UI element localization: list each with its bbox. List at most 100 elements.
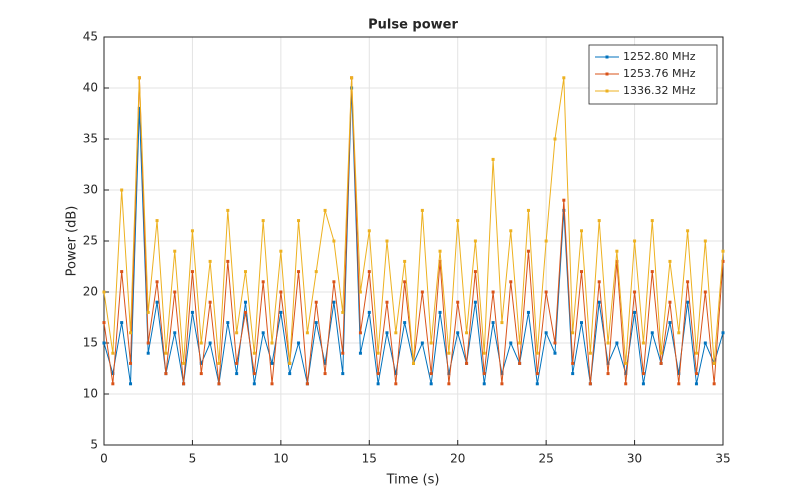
point-marker [606,361,610,365]
point-marker [270,341,274,345]
point-marker [677,331,681,335]
point-marker [305,331,309,335]
point-marker [641,372,645,376]
point-marker [420,341,424,345]
point-marker [297,219,301,223]
point-marker [261,280,265,284]
point-marker [694,382,698,386]
point-marker [332,280,336,284]
point-marker [580,229,584,233]
point-marker [686,229,690,233]
point-marker [571,361,575,365]
point-marker [597,219,601,223]
point-marker [164,351,168,355]
point-marker [199,361,203,365]
x-tick-label: 25 [539,452,554,466]
point-marker [111,351,115,355]
point-marker [694,351,698,355]
point-marker [526,310,530,314]
point-marker [129,361,133,365]
y-tick-label: 35 [83,132,98,146]
point-marker [288,361,292,365]
point-marker [376,351,380,355]
point-marker [668,300,672,304]
point-marker [235,372,239,376]
point-marker [429,372,433,376]
point-marker [420,208,424,212]
chart-title: Pulse power [368,18,458,33]
point-marker [385,300,389,304]
point-marker [164,372,168,376]
point-marker [633,310,637,314]
point-marker [403,259,407,263]
point-marker [129,331,133,335]
point-marker [482,351,486,355]
point-marker [668,259,672,263]
point-marker [243,300,247,304]
point-marker [571,331,575,335]
point-marker [305,382,309,386]
y-tick-label: 20 [83,285,98,299]
point-marker [102,290,106,294]
point-marker [341,372,345,376]
point-marker [491,290,495,294]
point-marker [624,382,628,386]
x-tick-label: 0 [100,452,108,466]
point-marker [252,382,256,386]
point-marker [668,321,672,325]
point-marker [394,382,398,386]
point-marker [535,372,539,376]
point-marker [686,280,690,284]
point-marker [243,310,247,314]
point-marker [182,382,186,386]
point-marker [438,310,442,314]
point-marker [297,270,301,274]
point-marker [208,259,212,263]
point-marker [367,270,371,274]
x-tick-label: 20 [450,452,465,466]
point-marker [376,382,380,386]
point-marker [146,351,150,355]
point-marker [102,341,106,345]
point-marker [491,321,495,325]
point-marker [341,351,345,355]
point-marker [721,259,725,263]
point-marker [182,361,186,365]
point-marker [217,361,221,365]
point-marker [111,382,115,386]
point-marker [394,372,398,376]
y-tick-label: 45 [83,30,98,44]
point-marker [465,331,469,335]
point-marker [120,321,124,325]
point-marker [650,219,654,223]
point-marker [155,280,159,284]
legend-marker [605,89,609,93]
point-marker [606,341,610,345]
point-marker [588,382,592,386]
x-tick-label: 35 [715,452,730,466]
point-marker [137,106,141,110]
point-marker [332,300,336,304]
point-marker [323,361,327,365]
point-marker [518,361,522,365]
point-marker [137,76,141,80]
legend-label: 1252.80 MHz [623,50,696,63]
point-marker [394,331,398,335]
point-marker [597,300,601,304]
point-marker [509,280,513,284]
point-marker [544,331,548,335]
point-marker [650,270,654,274]
point-marker [553,341,557,345]
point-marker [385,239,389,243]
point-marker [261,219,265,223]
legend-label: 1253.76 MHz [623,67,696,80]
point-marker [465,361,469,365]
point-marker [332,239,336,243]
point-marker [473,300,477,304]
point-marker [562,76,566,80]
point-marker [350,76,354,80]
point-marker [694,372,698,376]
point-marker [226,259,230,263]
point-marker [358,351,362,355]
point-marker [120,270,124,274]
